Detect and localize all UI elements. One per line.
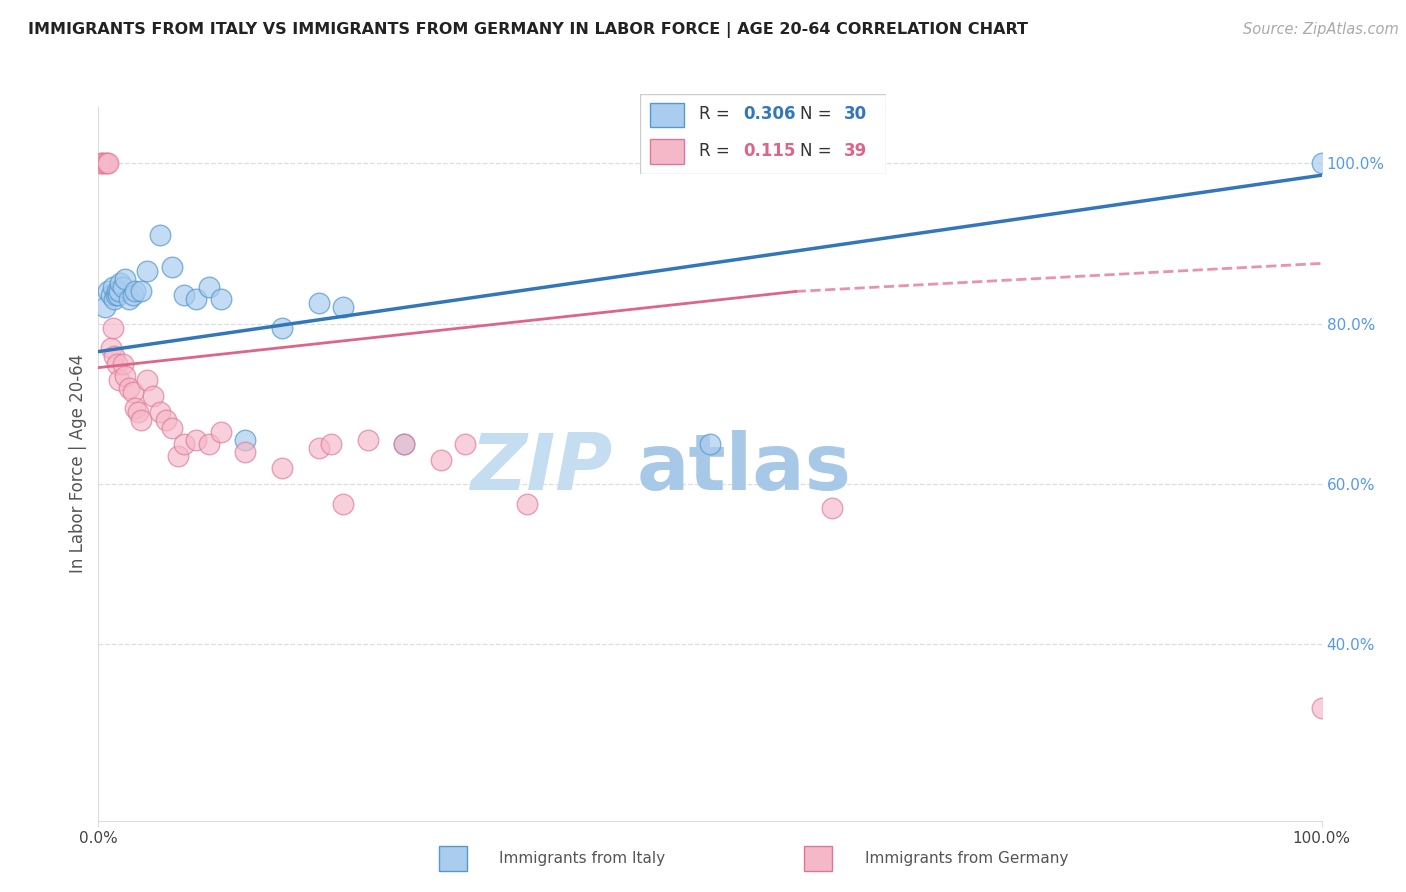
Point xyxy=(356,433,378,447)
Point xyxy=(101,320,124,334)
Point xyxy=(136,373,159,387)
Point xyxy=(108,285,131,299)
Point xyxy=(270,320,294,334)
Point xyxy=(233,445,256,459)
Point xyxy=(103,293,125,307)
Point xyxy=(121,288,143,302)
Point xyxy=(107,288,129,302)
Point xyxy=(93,301,115,315)
Text: N =: N = xyxy=(800,143,837,161)
Point xyxy=(173,288,195,302)
Point xyxy=(100,288,122,302)
Point xyxy=(197,437,219,451)
Point xyxy=(308,441,330,455)
Text: 39: 39 xyxy=(844,143,868,161)
Point xyxy=(93,156,115,170)
Point xyxy=(121,384,143,399)
Point xyxy=(142,389,165,403)
Point xyxy=(308,296,330,310)
Point xyxy=(209,293,232,307)
Point xyxy=(110,277,132,291)
Point xyxy=(149,228,172,243)
Point xyxy=(104,288,127,302)
Text: R =: R = xyxy=(699,104,735,123)
Point xyxy=(118,381,141,395)
Text: R =: R = xyxy=(699,143,740,161)
Point xyxy=(173,437,195,451)
Point xyxy=(129,285,152,299)
Point xyxy=(124,401,146,415)
Text: IMMIGRANTS FROM ITALY VS IMMIGRANTS FROM GERMANY IN LABOR FORCE | AGE 20-64 CORR: IMMIGRANTS FROM ITALY VS IMMIGRANTS FROM… xyxy=(28,22,1028,38)
Y-axis label: In Labor Force | Age 20-64: In Labor Force | Age 20-64 xyxy=(69,354,87,574)
Point xyxy=(197,280,219,294)
Point xyxy=(111,357,134,371)
Point xyxy=(129,413,152,427)
FancyBboxPatch shape xyxy=(650,103,685,128)
Text: 30: 30 xyxy=(844,104,868,123)
Point xyxy=(1310,701,1333,715)
Text: N =: N = xyxy=(800,104,837,123)
Point xyxy=(332,301,354,315)
Point xyxy=(160,421,183,435)
Point xyxy=(516,497,538,511)
Point xyxy=(186,433,208,447)
Point xyxy=(100,341,122,355)
FancyBboxPatch shape xyxy=(650,139,685,163)
Text: 0.306: 0.306 xyxy=(744,104,796,123)
Point xyxy=(392,437,416,451)
Point xyxy=(103,349,125,363)
Point xyxy=(319,437,342,451)
Point xyxy=(118,293,141,307)
Point xyxy=(108,373,131,387)
FancyBboxPatch shape xyxy=(804,846,832,871)
Text: Source: ZipAtlas.com: Source: ZipAtlas.com xyxy=(1243,22,1399,37)
Point xyxy=(149,405,172,419)
Point xyxy=(97,285,120,299)
Point xyxy=(233,433,256,447)
Point xyxy=(821,500,844,515)
FancyBboxPatch shape xyxy=(640,94,886,174)
Point xyxy=(430,453,453,467)
Point xyxy=(114,272,136,286)
Text: ZIP: ZIP xyxy=(470,430,612,506)
FancyBboxPatch shape xyxy=(439,846,467,871)
Point xyxy=(127,405,149,419)
Point xyxy=(1310,156,1333,170)
Point xyxy=(270,460,294,475)
Point xyxy=(332,497,354,511)
Text: Immigrants from Germany: Immigrants from Germany xyxy=(865,852,1069,866)
Point xyxy=(111,280,134,294)
Point xyxy=(136,264,159,278)
Point xyxy=(186,293,208,307)
Point xyxy=(699,437,721,451)
Point xyxy=(160,260,183,275)
Point xyxy=(105,285,128,299)
Point xyxy=(101,280,124,294)
Point xyxy=(124,285,146,299)
Text: atlas: atlas xyxy=(637,430,852,506)
Text: 0.115: 0.115 xyxy=(744,143,796,161)
Point xyxy=(392,437,416,451)
Point xyxy=(155,413,177,427)
Point xyxy=(167,449,190,463)
Point xyxy=(97,156,120,170)
Point xyxy=(91,156,114,170)
Point xyxy=(454,437,477,451)
Point xyxy=(96,156,118,170)
Point xyxy=(114,368,136,383)
Point xyxy=(90,156,112,170)
Text: Immigrants from Italy: Immigrants from Italy xyxy=(499,852,665,866)
Point xyxy=(209,425,232,439)
Point xyxy=(105,357,128,371)
